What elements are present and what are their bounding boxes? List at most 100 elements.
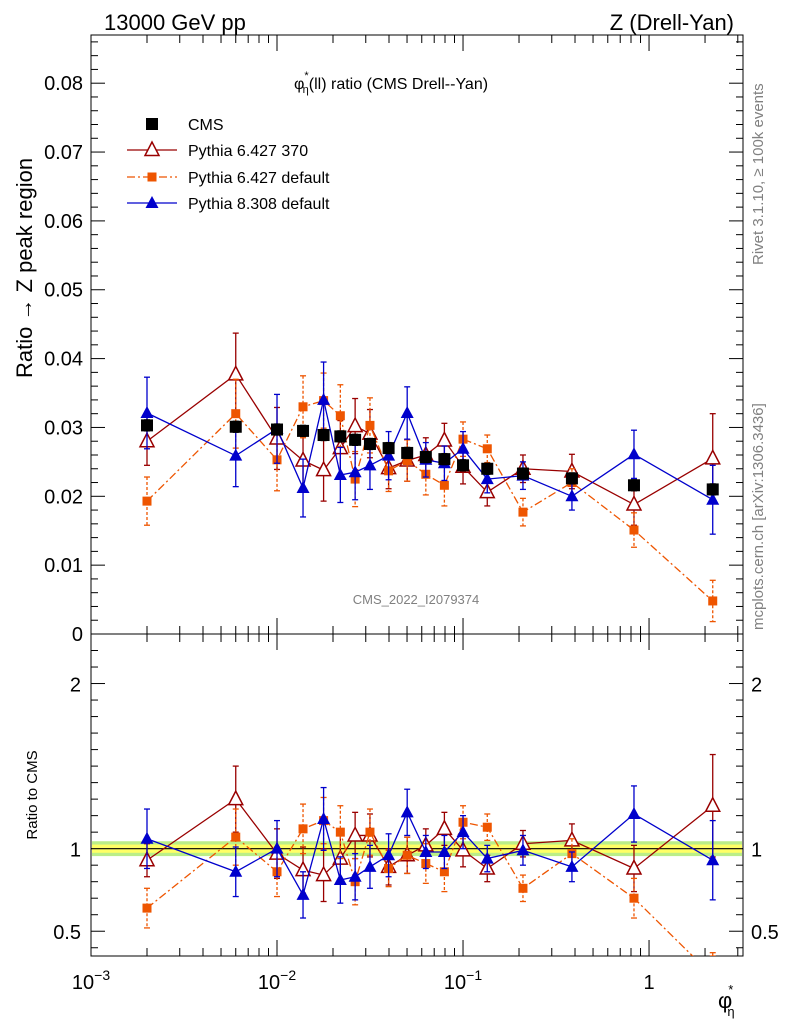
data-point (627, 860, 641, 874)
data-point (299, 824, 308, 833)
main-y-axis-label: Ratio → Z peak region (12, 158, 37, 378)
series-pythia-6-427-370 (140, 333, 720, 525)
legend-label: Pythia 8.308 default (188, 196, 330, 213)
main-y-tick-label: 0.03 (44, 417, 83, 439)
data-point (299, 402, 308, 411)
data-point (627, 447, 640, 459)
data-point (365, 828, 374, 837)
data-point (627, 807, 640, 819)
data-point (348, 418, 362, 432)
main-y-tick-label: 0 (72, 624, 83, 646)
data-point (140, 832, 153, 844)
rivet-version-label: Rivet 3.1.10, ≥ 100k events (750, 83, 767, 265)
data-point (438, 453, 450, 465)
data-point (297, 481, 310, 493)
legend-label: CMS (188, 117, 224, 134)
data-point (483, 444, 492, 453)
x-axis-label: φ* η (718, 982, 735, 1019)
data-point (481, 463, 493, 475)
legend-entry: Pythia 6.427 default (127, 170, 330, 187)
data-point (401, 406, 414, 418)
ratio-plot-series (140, 755, 720, 976)
data-point (271, 424, 283, 436)
data-point (628, 479, 640, 491)
main-y-tick-label: 0.05 (44, 280, 83, 302)
main-y-tick-label: 0.08 (44, 73, 83, 95)
data-point (142, 497, 151, 506)
plot-title: φ* η(ll) ratio (CMS Drell--Yan) (294, 70, 488, 96)
ratio-y-tick-label: 1 (70, 840, 81, 862)
data-point (457, 442, 470, 454)
data-point (336, 411, 345, 420)
data-point (437, 433, 451, 447)
data-point (297, 888, 310, 900)
legend: CMS Pythia 6.427 370 Pythia 6.427 default P… (127, 117, 330, 213)
data-point (629, 894, 638, 903)
data-point (437, 821, 451, 835)
data-point (231, 833, 240, 842)
x-label-sub: η (727, 1004, 734, 1019)
data-point (230, 421, 242, 433)
data-point (457, 825, 470, 837)
data-point (231, 409, 240, 418)
data-point (566, 472, 578, 484)
ratio-y-tick-label-right: 0.5 (751, 922, 779, 944)
data-point (457, 459, 469, 471)
legend-entry: Pythia 8.308 default (127, 196, 330, 213)
data-point (483, 823, 492, 832)
data-point (706, 450, 720, 464)
chart-figure: 13000 GeV pp Z (Drell-Yan) 00.010.020.03… (0, 0, 786, 1024)
watermark: CMS_2022_I2079374 (353, 592, 480, 607)
data-point (229, 449, 242, 461)
data-point (334, 430, 346, 442)
data-point (317, 812, 330, 824)
data-point (440, 481, 449, 490)
x-label-sup: * (728, 982, 733, 997)
ratio-y-tick-label-right: 2 (751, 675, 762, 697)
legend-label: Pythia 6.427 default (188, 170, 330, 187)
legend-marker (146, 196, 159, 208)
data-point (629, 526, 638, 535)
ratio-panel-frame (91, 634, 743, 956)
svg-text:φ*η(ll) ratio (CMS Drell--Yan): φ* η(ll) ratio (CMS Drell--Yan) (294, 70, 488, 96)
data-point (518, 508, 527, 517)
main-y-tick-label: 0.04 (44, 349, 83, 371)
data-point (140, 406, 153, 418)
data-point (365, 421, 374, 430)
data-point (349, 434, 361, 446)
main-plot-series (140, 333, 720, 621)
x-tick-label: 1 (643, 972, 654, 994)
data-point (142, 904, 151, 913)
data-point (707, 483, 719, 495)
x-tick-label: 10−3 (72, 967, 110, 994)
ratio-y-tick-label-right: 1 (751, 840, 762, 862)
data-point (363, 458, 376, 470)
ratio-y-axis: 0.5 0.51 12 2 (53, 634, 779, 948)
data-point (297, 425, 309, 437)
legend-marker (148, 173, 157, 182)
legend-entry: CMS (146, 117, 224, 134)
x-tick-label: 10−1 (444, 967, 482, 994)
data-point (518, 884, 527, 893)
legend-marker (146, 118, 158, 130)
series-line (147, 374, 713, 504)
series-pythia-6-427-370 (140, 755, 720, 902)
main-y-axis: 00.010.020.030.040.050.060.070.08 (44, 42, 743, 646)
data-point (420, 451, 432, 463)
data-point (318, 429, 330, 441)
main-y-tick-label: 0.06 (44, 211, 83, 233)
data-point (141, 419, 153, 431)
legend-entry: Pythia 6.427 370 (127, 142, 308, 160)
data-point (364, 438, 376, 450)
x-tick-label: 10−2 (258, 967, 296, 994)
data-point (229, 865, 242, 877)
data-point (403, 851, 412, 860)
data-point (401, 447, 413, 459)
main-y-tick-label: 0.07 (44, 142, 83, 164)
data-point (383, 442, 395, 454)
header-right: Z (Drell-Yan) (610, 10, 734, 35)
data-point (349, 465, 362, 477)
data-point (401, 805, 414, 817)
data-point (627, 497, 641, 511)
data-point (229, 366, 243, 380)
